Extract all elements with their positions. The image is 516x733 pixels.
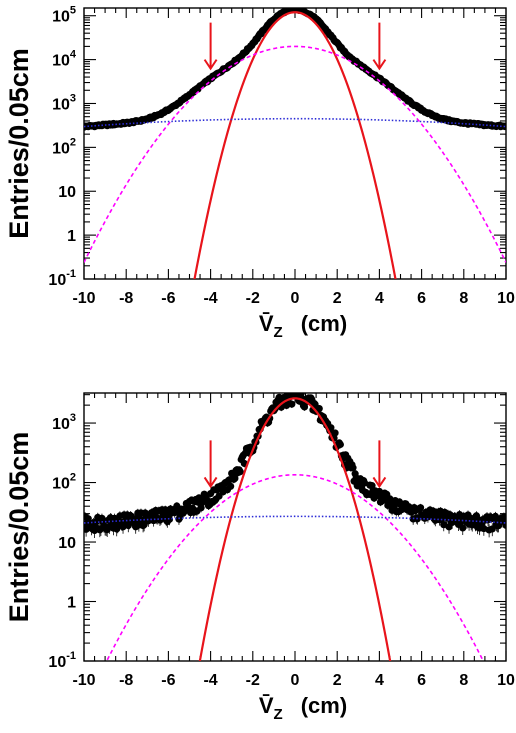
x-tick-label: 10 <box>497 672 515 689</box>
data-point <box>161 506 169 514</box>
x-axis-label: V̄Z (cm) <box>259 311 347 341</box>
wide-gaussian-curve <box>105 473 485 661</box>
y-tick-label: 10 <box>58 184 76 201</box>
y-tick-exponent: 2 <box>70 472 76 484</box>
y-tick-label: 104 <box>52 49 77 70</box>
x-tick-label: -4 <box>203 290 217 307</box>
x-tick-label: 0 <box>291 672 300 689</box>
y-tick-base: 10 <box>48 272 66 289</box>
y-axis-label: Entries/0.05cm <box>4 48 34 239</box>
x-axis-unit: (cm) <box>301 693 347 718</box>
y-tick-label: 102 <box>52 136 76 157</box>
x-tick-label: -6 <box>161 290 175 307</box>
x-axis-unit: (cm) <box>301 311 347 336</box>
x-tick-label: -2 <box>246 290 260 307</box>
y-tick-label: 10 <box>58 535 76 552</box>
y-tick-base: 10 <box>58 184 76 201</box>
x-tick-label: 4 <box>375 672 384 689</box>
x-axis-variable: V̄ <box>259 311 274 336</box>
x-tick-label: 2 <box>333 672 342 689</box>
y-tick-exponent: 5 <box>70 5 76 17</box>
cut-arrow-head <box>203 476 218 489</box>
y-tick-exponent: -1 <box>66 650 76 662</box>
data-point <box>502 521 506 529</box>
x-tick-label: -10 <box>72 290 95 307</box>
data-series <box>84 393 506 538</box>
y-tick-base: 10 <box>58 535 76 552</box>
y-axis-label: Entries/0.05cm <box>4 432 34 623</box>
data-point <box>416 504 425 512</box>
bottom-panel: -10 -8 -6 -4 -2 0 2 4 6 8 1010-1110102103Entries/0… <box>4 392 515 723</box>
data-point <box>502 122 506 130</box>
data-point <box>349 464 357 472</box>
y-tick-label: 10-1 <box>48 268 76 289</box>
y-tick-exponent: 3 <box>70 412 76 424</box>
y-tick-base: 1 <box>67 228 76 245</box>
x-tick-label: -6 <box>161 672 175 689</box>
y-tick-base: 10 <box>52 9 70 26</box>
y-tick-label: 102 <box>52 472 76 493</box>
x-tick-label: -10 <box>72 672 95 689</box>
y-tick-base: 10 <box>48 654 66 671</box>
x-axis-subscript: Z <box>274 706 283 723</box>
y-tick-base: 1 <box>67 595 76 612</box>
x-tick-label: 2 <box>333 290 342 307</box>
data-point <box>227 482 235 490</box>
y-tick-label: 1 <box>67 228 76 245</box>
flat-background-curve <box>84 515 506 524</box>
flat-background-curve <box>84 117 506 128</box>
y-tick-base: 10 <box>52 96 70 113</box>
data-point <box>315 404 323 413</box>
cut-arrow-head <box>372 476 387 489</box>
x-tick-label: 10 <box>497 290 515 307</box>
top-panel: -10 -8 -6 -4 -2 0 2 4 6 8 1010-1110102103104105Ent… <box>4 5 515 341</box>
x-axis-subscript: Z <box>274 324 283 341</box>
y-tick-label: 105 <box>52 5 76 26</box>
data-point <box>459 524 467 532</box>
y-tick-label: 103 <box>52 412 76 433</box>
x-tick-label: 6 <box>417 672 426 689</box>
x-tick-label: 6 <box>417 290 426 307</box>
data-point <box>327 424 335 432</box>
narrow-gaussian-curve <box>193 11 397 279</box>
cut-arrow-head <box>203 59 218 71</box>
x-tick-label: 8 <box>459 290 468 307</box>
plot-frame <box>83 7 507 280</box>
y-tick-base: 10 <box>52 53 70 70</box>
y-tick-exponent: 3 <box>70 92 76 104</box>
data-point <box>231 474 239 482</box>
plot-area <box>84 393 506 661</box>
y-tick-base: 10 <box>52 476 70 493</box>
x-tick-label: -4 <box>203 672 217 689</box>
y-tick-exponent: -1 <box>66 268 76 280</box>
y-tick-exponent: 2 <box>70 136 76 148</box>
x-axis-label: V̄Z (cm) <box>259 693 347 723</box>
y-tick-label: 1 <box>67 595 76 612</box>
y-tick-base: 10 <box>52 140 70 157</box>
x-axis-variable: V̄ <box>259 693 274 718</box>
y-tick-exponent: 4 <box>70 49 77 61</box>
wide-gaussian-curve <box>84 45 506 263</box>
data-point <box>331 429 339 437</box>
x-tick-label: -2 <box>246 672 260 689</box>
data-point <box>236 468 244 476</box>
y-tick-label: 103 <box>52 92 76 113</box>
x-tick-label: -8 <box>119 672 133 689</box>
cut-arrow-head <box>372 59 387 71</box>
data-point <box>336 440 344 449</box>
narrow-gaussian-curve <box>198 397 392 661</box>
data-series <box>84 8 506 131</box>
x-tick-label: 0 <box>291 290 300 307</box>
x-tick-label: 8 <box>459 672 468 689</box>
data-point <box>288 400 296 408</box>
x-tick-label: 4 <box>375 290 384 307</box>
x-tick-label: -8 <box>119 290 133 307</box>
y-tick-base: 10 <box>52 416 70 433</box>
y-tick-label: 10-1 <box>48 650 76 671</box>
plot-area <box>84 8 506 279</box>
